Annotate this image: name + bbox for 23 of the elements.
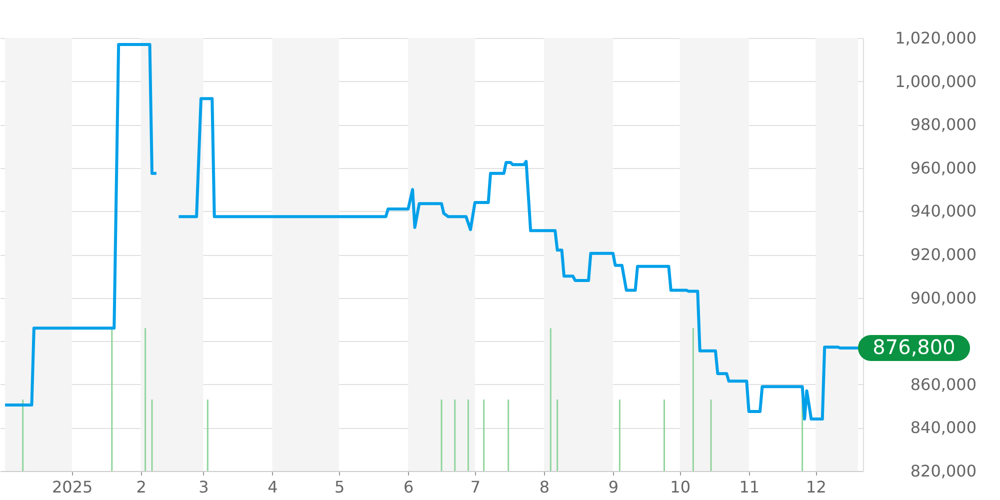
x-tick-label: 11 xyxy=(739,478,760,496)
y-tick-label: 1,020,000 xyxy=(895,28,976,48)
x-tick-label: 10 xyxy=(670,478,691,496)
y-tick-label: 920,000 xyxy=(910,245,976,264)
x-tick-label: 5 xyxy=(334,478,345,496)
y-tick-label: 820,000 xyxy=(910,462,976,480)
x-tick-label: 7 xyxy=(470,478,481,496)
x-tick-label: 12 xyxy=(806,478,826,496)
x-tick-label: 8 xyxy=(539,478,550,496)
annotation: 876,800 xyxy=(872,335,956,360)
x-tick-label: 9 xyxy=(608,478,619,496)
x-tick-label: 2 xyxy=(136,478,146,496)
y-tick-label: 940,000 xyxy=(910,202,976,221)
y-tick-label: 960,000 xyxy=(910,158,976,178)
y-tick-label: 840,000 xyxy=(910,418,976,438)
x-tick-label: 2025 xyxy=(52,478,93,496)
y-tick-label: 1,000,000 xyxy=(895,72,976,91)
x-tick-label: 6 xyxy=(404,478,414,496)
y-tick-label: 860,000 xyxy=(910,374,976,394)
y-tick-label: 980,000 xyxy=(910,115,976,134)
x-tick-label: 4 xyxy=(268,478,278,496)
x-tick-label: 3 xyxy=(198,478,209,496)
y-tick-label: 900,000 xyxy=(910,288,976,308)
